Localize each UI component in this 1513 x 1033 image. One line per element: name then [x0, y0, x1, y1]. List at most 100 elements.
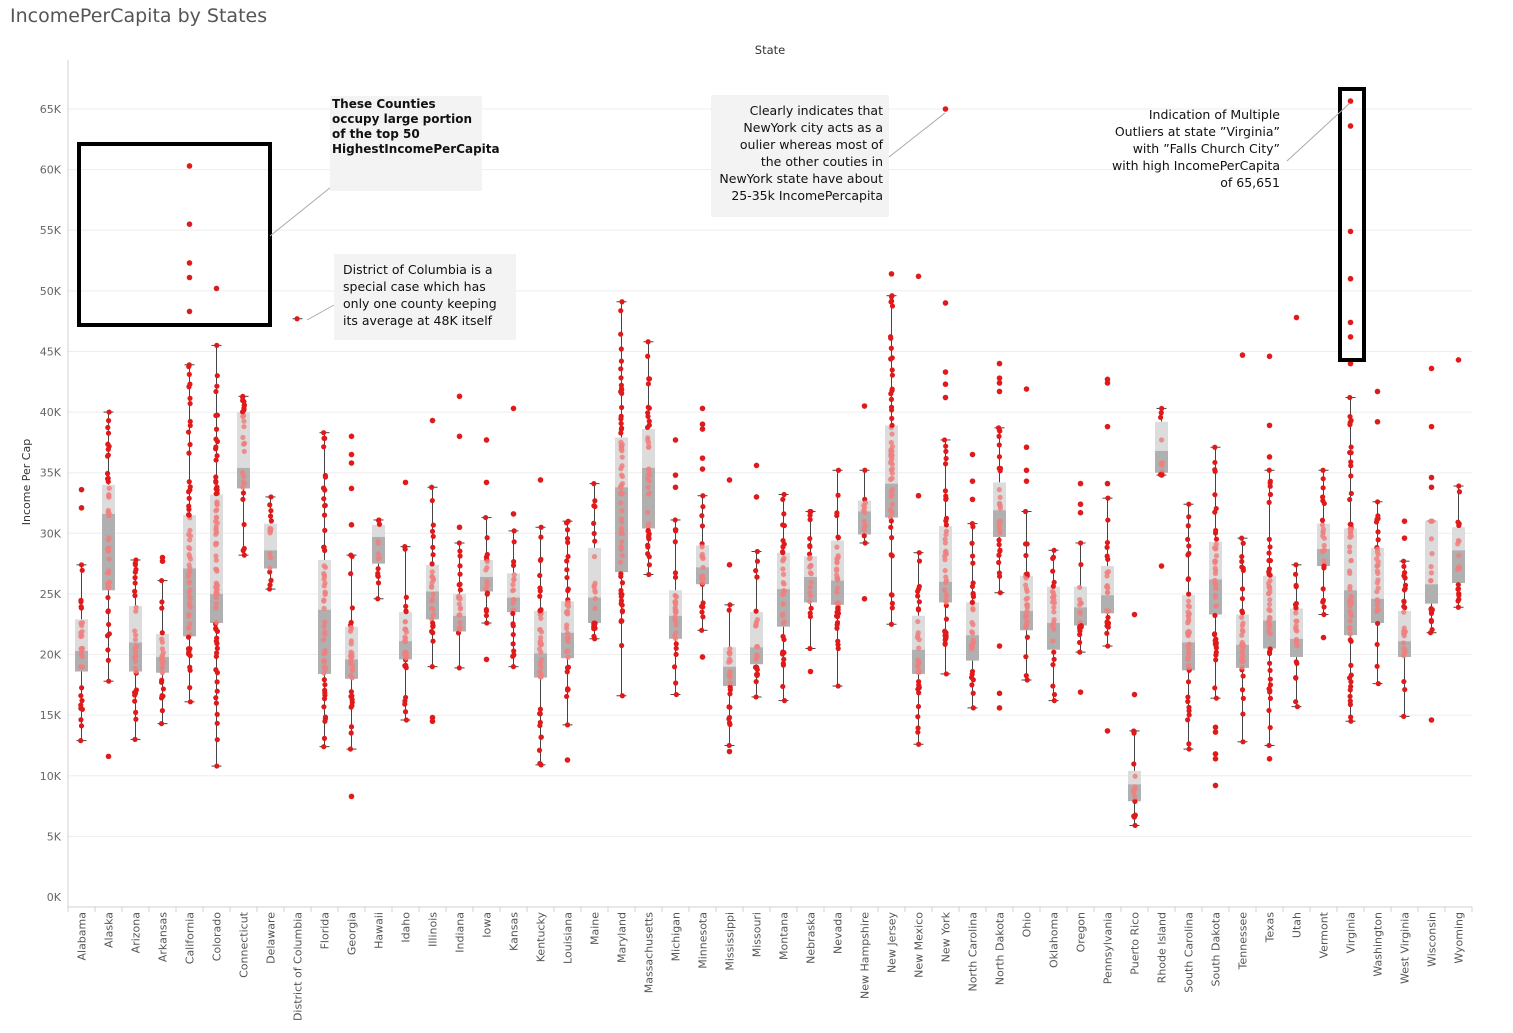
outlier-point-north-dakota — [996, 380, 1003, 386]
outlier-point-kentucky — [537, 477, 544, 483]
data-point-new-hampshire — [861, 527, 867, 533]
x-tick-label-puerto-rico: Puerto Rico — [1129, 912, 1142, 975]
data-point-vermont — [1320, 467, 1326, 473]
data-point-new-jersey — [888, 621, 895, 627]
data-point-maryland — [618, 490, 624, 496]
data-point-puerto-rico — [1131, 790, 1137, 796]
lower-box-oregon — [1074, 607, 1087, 626]
data-point-colorado — [213, 695, 219, 701]
data-point-florida — [322, 435, 328, 441]
data-point-washington — [1375, 537, 1381, 543]
x-tick-label-new-mexico: New Mexico — [913, 912, 926, 978]
data-point-florida — [322, 580, 328, 586]
data-point-arkansas — [159, 677, 165, 683]
data-point-maine — [592, 498, 598, 504]
data-point-puerto-rico — [1131, 761, 1137, 767]
data-point-tennessee — [1239, 614, 1245, 621]
data-point-illinois — [430, 591, 436, 597]
data-point-california — [187, 533, 194, 539]
data-point-louisiana — [564, 558, 570, 564]
data-point-indiana — [456, 665, 462, 671]
data-point-alaska — [105, 657, 111, 663]
data-point-kansas — [511, 648, 517, 654]
data-point-kansas — [510, 610, 516, 617]
data-point-california — [187, 595, 193, 602]
data-point-michigan — [673, 691, 679, 698]
data-point-california — [186, 364, 192, 370]
data-point-california — [187, 487, 193, 493]
data-point-south-carolina — [1185, 655, 1192, 661]
outlier-point-south-dakota — [1212, 751, 1219, 757]
y-tick-label-30000: 30K — [40, 527, 62, 540]
data-point-california — [185, 634, 192, 640]
outlier-point-virginia — [1347, 98, 1354, 104]
data-point-california — [187, 556, 194, 562]
data-point-new-jersey — [889, 431, 895, 437]
data-point-wisconsin — [1429, 551, 1435, 557]
data-point-nebraska — [807, 555, 813, 561]
data-point-california — [185, 573, 192, 579]
data-point-maine — [592, 538, 598, 544]
outlier-point-rhode-island — [1158, 563, 1165, 569]
data-point-wyoming — [1455, 604, 1461, 610]
data-point-vermont — [1321, 558, 1327, 564]
data-point-texas — [1267, 682, 1274, 688]
data-point-south-dakota — [1212, 581, 1219, 587]
data-point-pennsylvania — [1105, 568, 1112, 575]
data-point-louisiana — [565, 686, 571, 693]
data-points — [77, 98, 1463, 829]
x-tick-label-west-virginia: West Virginia — [1399, 912, 1412, 984]
data-point-utah — [1293, 675, 1299, 681]
data-point-idaho — [402, 663, 408, 669]
outlier-point-new-hampshire — [861, 595, 868, 602]
data-point-texas — [1265, 580, 1272, 586]
data-point-texas — [1266, 601, 1273, 608]
data-point-rhode-island — [1157, 471, 1164, 478]
data-point-west-virginia — [1402, 582, 1409, 588]
data-point-new-mexico — [916, 550, 922, 556]
data-point-maryland — [618, 346, 624, 352]
y-tick-label-45000: 45K — [40, 345, 62, 358]
data-point-missouri — [753, 568, 759, 574]
data-point-texas — [1267, 597, 1273, 603]
data-point-north-dakota — [996, 454, 1003, 460]
outlier-point-new-york — [942, 381, 949, 387]
outlier-point-new-jersey — [888, 271, 895, 277]
data-point-louisiana — [564, 722, 571, 728]
data-point-south-dakota — [1213, 636, 1219, 642]
data-point-colorado — [213, 605, 219, 611]
data-point-oklahoma — [1050, 555, 1056, 562]
data-point-wyoming — [1456, 564, 1462, 570]
data-point-maine — [591, 503, 597, 509]
data-point-west-virginia — [1401, 609, 1407, 615]
data-point-alabama — [78, 620, 84, 626]
data-point-maryland — [619, 642, 625, 649]
data-point-wyoming — [1456, 489, 1463, 495]
data-point-massachusetts — [645, 467, 652, 473]
data-point-iowa — [483, 567, 489, 573]
data-point-florida — [322, 472, 328, 479]
x-tick-label-south-carolina: South Carolina — [1183, 912, 1196, 993]
data-point-south-carolina — [1185, 717, 1191, 723]
x-tick-label-wisconsin: Wisconsin — [1426, 912, 1439, 967]
x-tick-labels: Alabama Alaska Arizona Arkansas California Co… — [76, 911, 1466, 1021]
data-point-colorado — [213, 531, 219, 537]
data-point-virginia — [1348, 463, 1354, 469]
data-point-south-carolina — [1185, 643, 1191, 649]
data-point-idaho — [403, 629, 410, 635]
data-point-arizona — [133, 566, 139, 573]
data-point-new-jersey — [888, 518, 894, 524]
data-point-illinois — [430, 533, 436, 540]
outlier-point-indiana — [456, 524, 463, 531]
data-point-colorado — [213, 542, 219, 548]
data-point-massachusetts — [645, 476, 651, 482]
outlier-point-indiana — [456, 433, 463, 440]
data-point-kansas — [511, 597, 517, 603]
data-point-minnesota — [700, 575, 706, 581]
data-point-georgia — [348, 624, 354, 631]
data-point-south-carolina — [1186, 501, 1192, 507]
data-point-florida — [322, 619, 328, 625]
data-point-kentucky — [537, 706, 544, 712]
annotation-top50: These Counties occupy large portion of t… — [330, 96, 500, 191]
data-point-new-york — [942, 540, 949, 546]
